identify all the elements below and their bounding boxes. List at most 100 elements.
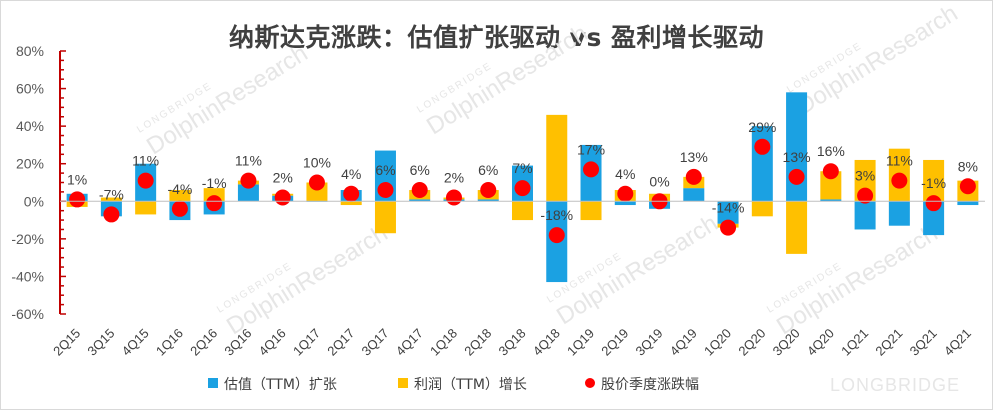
data-label: 6%: [375, 162, 395, 178]
watermark-name: DolphinResearch: [222, 220, 392, 340]
bar-earnings: [820, 171, 842, 200]
bar-valuation: [888, 201, 910, 226]
bar-earnings: [786, 201, 808, 254]
price-marker: [583, 161, 600, 178]
x-tick-label: 4Q20: [804, 326, 837, 359]
y-tick-label: 80%: [16, 43, 44, 59]
x-tick-label: 1Q16: [153, 326, 186, 359]
data-label: 10%: [303, 155, 331, 171]
legend-item-valuation: 估值（TTM）扩张: [208, 377, 337, 393]
price-marker: [891, 172, 908, 189]
bar-earnings: [100, 197, 122, 202]
bar-earnings: [580, 201, 602, 221]
price-marker: [480, 182, 497, 199]
x-tick-label: 3Q21: [907, 326, 940, 359]
bar-valuation: [237, 184, 259, 202]
x-tick-label: 4Q15: [119, 326, 152, 359]
bar-earnings: [340, 201, 362, 206]
bar-earnings: [546, 114, 568, 202]
x-tick-label: 3Q15: [84, 326, 117, 359]
data-label: 2%: [444, 170, 464, 186]
data-label: -18%: [540, 207, 573, 223]
bar-earnings: [169, 190, 191, 202]
data-labels-layer: 1% -7% 11% -4% -1% 11% 2% 10% 4% 6% 6% 2% 6% 7% -18% 17…: [67, 119, 978, 223]
x-tick-label: 1Q19: [564, 326, 597, 359]
x-tick-label: 2Q19: [598, 326, 631, 359]
price-marker: [514, 180, 531, 197]
y-tick-label: 40%: [16, 118, 44, 134]
bar-earnings: [923, 159, 945, 202]
price-marker: [617, 185, 634, 202]
legend-item-earnings: 利润（TTM）增长: [398, 377, 527, 393]
data-label: -7%: [99, 186, 124, 202]
legend-label: 利润（TTM）增长: [414, 377, 527, 393]
x-tick-label: 4Q17: [393, 326, 426, 359]
data-label: 4%: [615, 166, 635, 182]
x-tick-label: 3Q18: [496, 326, 529, 359]
bar-valuation: [614, 201, 636, 206]
data-label: 1%: [67, 171, 87, 187]
price-marker: [343, 185, 360, 202]
watermark-name: DolphinResearch: [142, 40, 312, 160]
data-label: 17%: [577, 141, 605, 157]
x-tick-label: 2Q18: [461, 326, 494, 359]
x-tick-label: 1Q18: [427, 326, 460, 359]
legend-swatch: [398, 378, 408, 388]
y-tick-label: 20%: [16, 156, 44, 172]
bar-valuation: [957, 201, 979, 206]
data-label: 0%: [649, 173, 669, 189]
bar-valuation: [854, 201, 876, 230]
data-label: 11%: [132, 153, 159, 169]
price-marker: [857, 187, 874, 204]
bar-valuation: [786, 92, 808, 202]
y-tick-label: -60%: [11, 306, 44, 322]
bar-valuation: [409, 199, 431, 202]
y-tick-label: -40%: [11, 268, 44, 284]
y-tick-label: 0%: [24, 193, 44, 209]
bar-earnings: [135, 201, 157, 215]
y-tick-label: -20%: [11, 231, 44, 247]
price-marker: [548, 227, 565, 244]
data-label: 6%: [478, 162, 498, 178]
bar-earnings: [374, 201, 396, 234]
legend-label: 估值（TTM）扩张: [224, 377, 337, 393]
data-label: -1%: [202, 175, 227, 191]
price-marker: [171, 200, 188, 217]
bar-valuation: [923, 201, 945, 236]
price-marker: [445, 189, 462, 206]
price-marker: [925, 195, 942, 212]
price-marker: [411, 182, 428, 199]
x-tick-label: 1Q17: [290, 326, 323, 359]
y-tick-label: 60%: [16, 81, 44, 97]
x-tick-label: 4Q19: [667, 326, 700, 359]
bar-valuation: [820, 199, 842, 202]
legend-item-price: 股价季度涨跌幅: [585, 377, 699, 393]
price-marker: [788, 168, 805, 185]
data-label: 2%: [273, 170, 293, 186]
price-marker: [103, 206, 120, 223]
legend: 估值（TTM）扩张 利润（TTM）增长 股价季度涨跌幅: [208, 377, 699, 393]
watermark-brand: LONGBRIDGE: [830, 375, 960, 395]
bar-valuation: [477, 199, 499, 202]
x-tick-label: 4Q21: [941, 326, 974, 359]
price-marker: [959, 178, 976, 195]
y-axis: 80% 60% 40% 20% 0% -20% -40% -60%: [11, 43, 66, 322]
x-tick-label: 4Q18: [530, 326, 563, 359]
x-tick-label: 2Q16: [187, 326, 220, 359]
price-marker: [274, 189, 291, 206]
bar-earnings: [751, 201, 773, 217]
bar-valuation: [751, 126, 773, 202]
price-marker: [754, 138, 771, 155]
x-tick-label: 2Q15: [50, 326, 83, 359]
legend-swatch: [208, 378, 218, 388]
data-label: 29%: [748, 119, 776, 135]
legend-label: 股价季度涨跌幅: [601, 377, 699, 393]
bar-earnings: [512, 201, 533, 221]
x-tick-label: 1Q20: [701, 326, 734, 359]
x-tick-label: 3Q17: [358, 326, 391, 359]
x-tick-label: 2Q17: [324, 326, 357, 359]
